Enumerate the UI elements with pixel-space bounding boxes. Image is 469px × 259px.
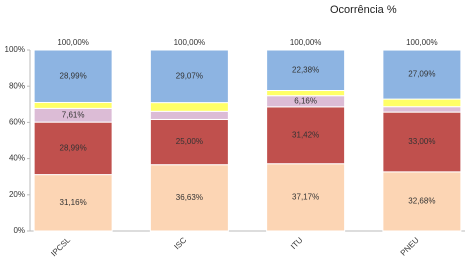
data-label: 31,42%: [292, 130, 319, 139]
data-label: 22,38%: [292, 65, 319, 74]
data-label: 37,17%: [292, 192, 319, 201]
data-label: 25,00%: [176, 137, 203, 146]
x-tick-label: ISC: [172, 235, 188, 251]
bar-segment: [149, 118, 229, 166]
total-label: 100,00%: [290, 38, 322, 47]
y-tick-label: 40%: [9, 154, 25, 163]
x-tick-label: IPCSL: [49, 235, 72, 258]
y-tick-label: 60%: [9, 118, 25, 127]
total-label: 100,00%: [406, 38, 438, 47]
y-tick-label: 80%: [9, 81, 25, 90]
y-tick-label: 100%: [5, 45, 25, 54]
x-tick-label: PNEU: [399, 235, 421, 257]
data-label: 29,07%: [176, 71, 203, 80]
bar-segment: [382, 49, 462, 100]
data-label: 27,09%: [408, 70, 435, 79]
bar-segment: [149, 110, 229, 120]
bar-segment: [266, 90, 346, 97]
bar-segment: [382, 106, 462, 113]
bar-segment: [266, 106, 346, 165]
data-label: 36,63%: [176, 193, 203, 202]
data-label: 6,16%: [294, 96, 317, 105]
bar-segment: [33, 101, 113, 109]
total-label: 100,00%: [174, 38, 206, 47]
bar-segment: [149, 49, 229, 104]
bar-segment: [33, 174, 113, 232]
bar-segment: [382, 98, 462, 108]
bar-segment: [382, 171, 462, 232]
y-tick-label: 0%: [13, 226, 25, 235]
bar-segment: [33, 121, 113, 176]
data-label: 33,00%: [408, 137, 435, 146]
y-tick-label: 20%: [9, 190, 25, 199]
x-tick-label: ITU: [289, 235, 305, 251]
bar-segment: [33, 49, 113, 103]
bar-segment: [382, 111, 462, 173]
total-label: 100,00%: [57, 38, 89, 47]
bar-segment: [266, 49, 346, 92]
bar-segment: [149, 164, 229, 232]
bar-segment: [149, 102, 229, 112]
data-label: 32,68%: [408, 197, 435, 206]
data-label: 7,61%: [62, 110, 85, 119]
data-label: 28,99%: [60, 143, 87, 152]
chart-title: Ocorrência %: [330, 4, 397, 16]
data-label: 28,99%: [60, 71, 87, 80]
data-label: 31,16%: [60, 198, 87, 207]
